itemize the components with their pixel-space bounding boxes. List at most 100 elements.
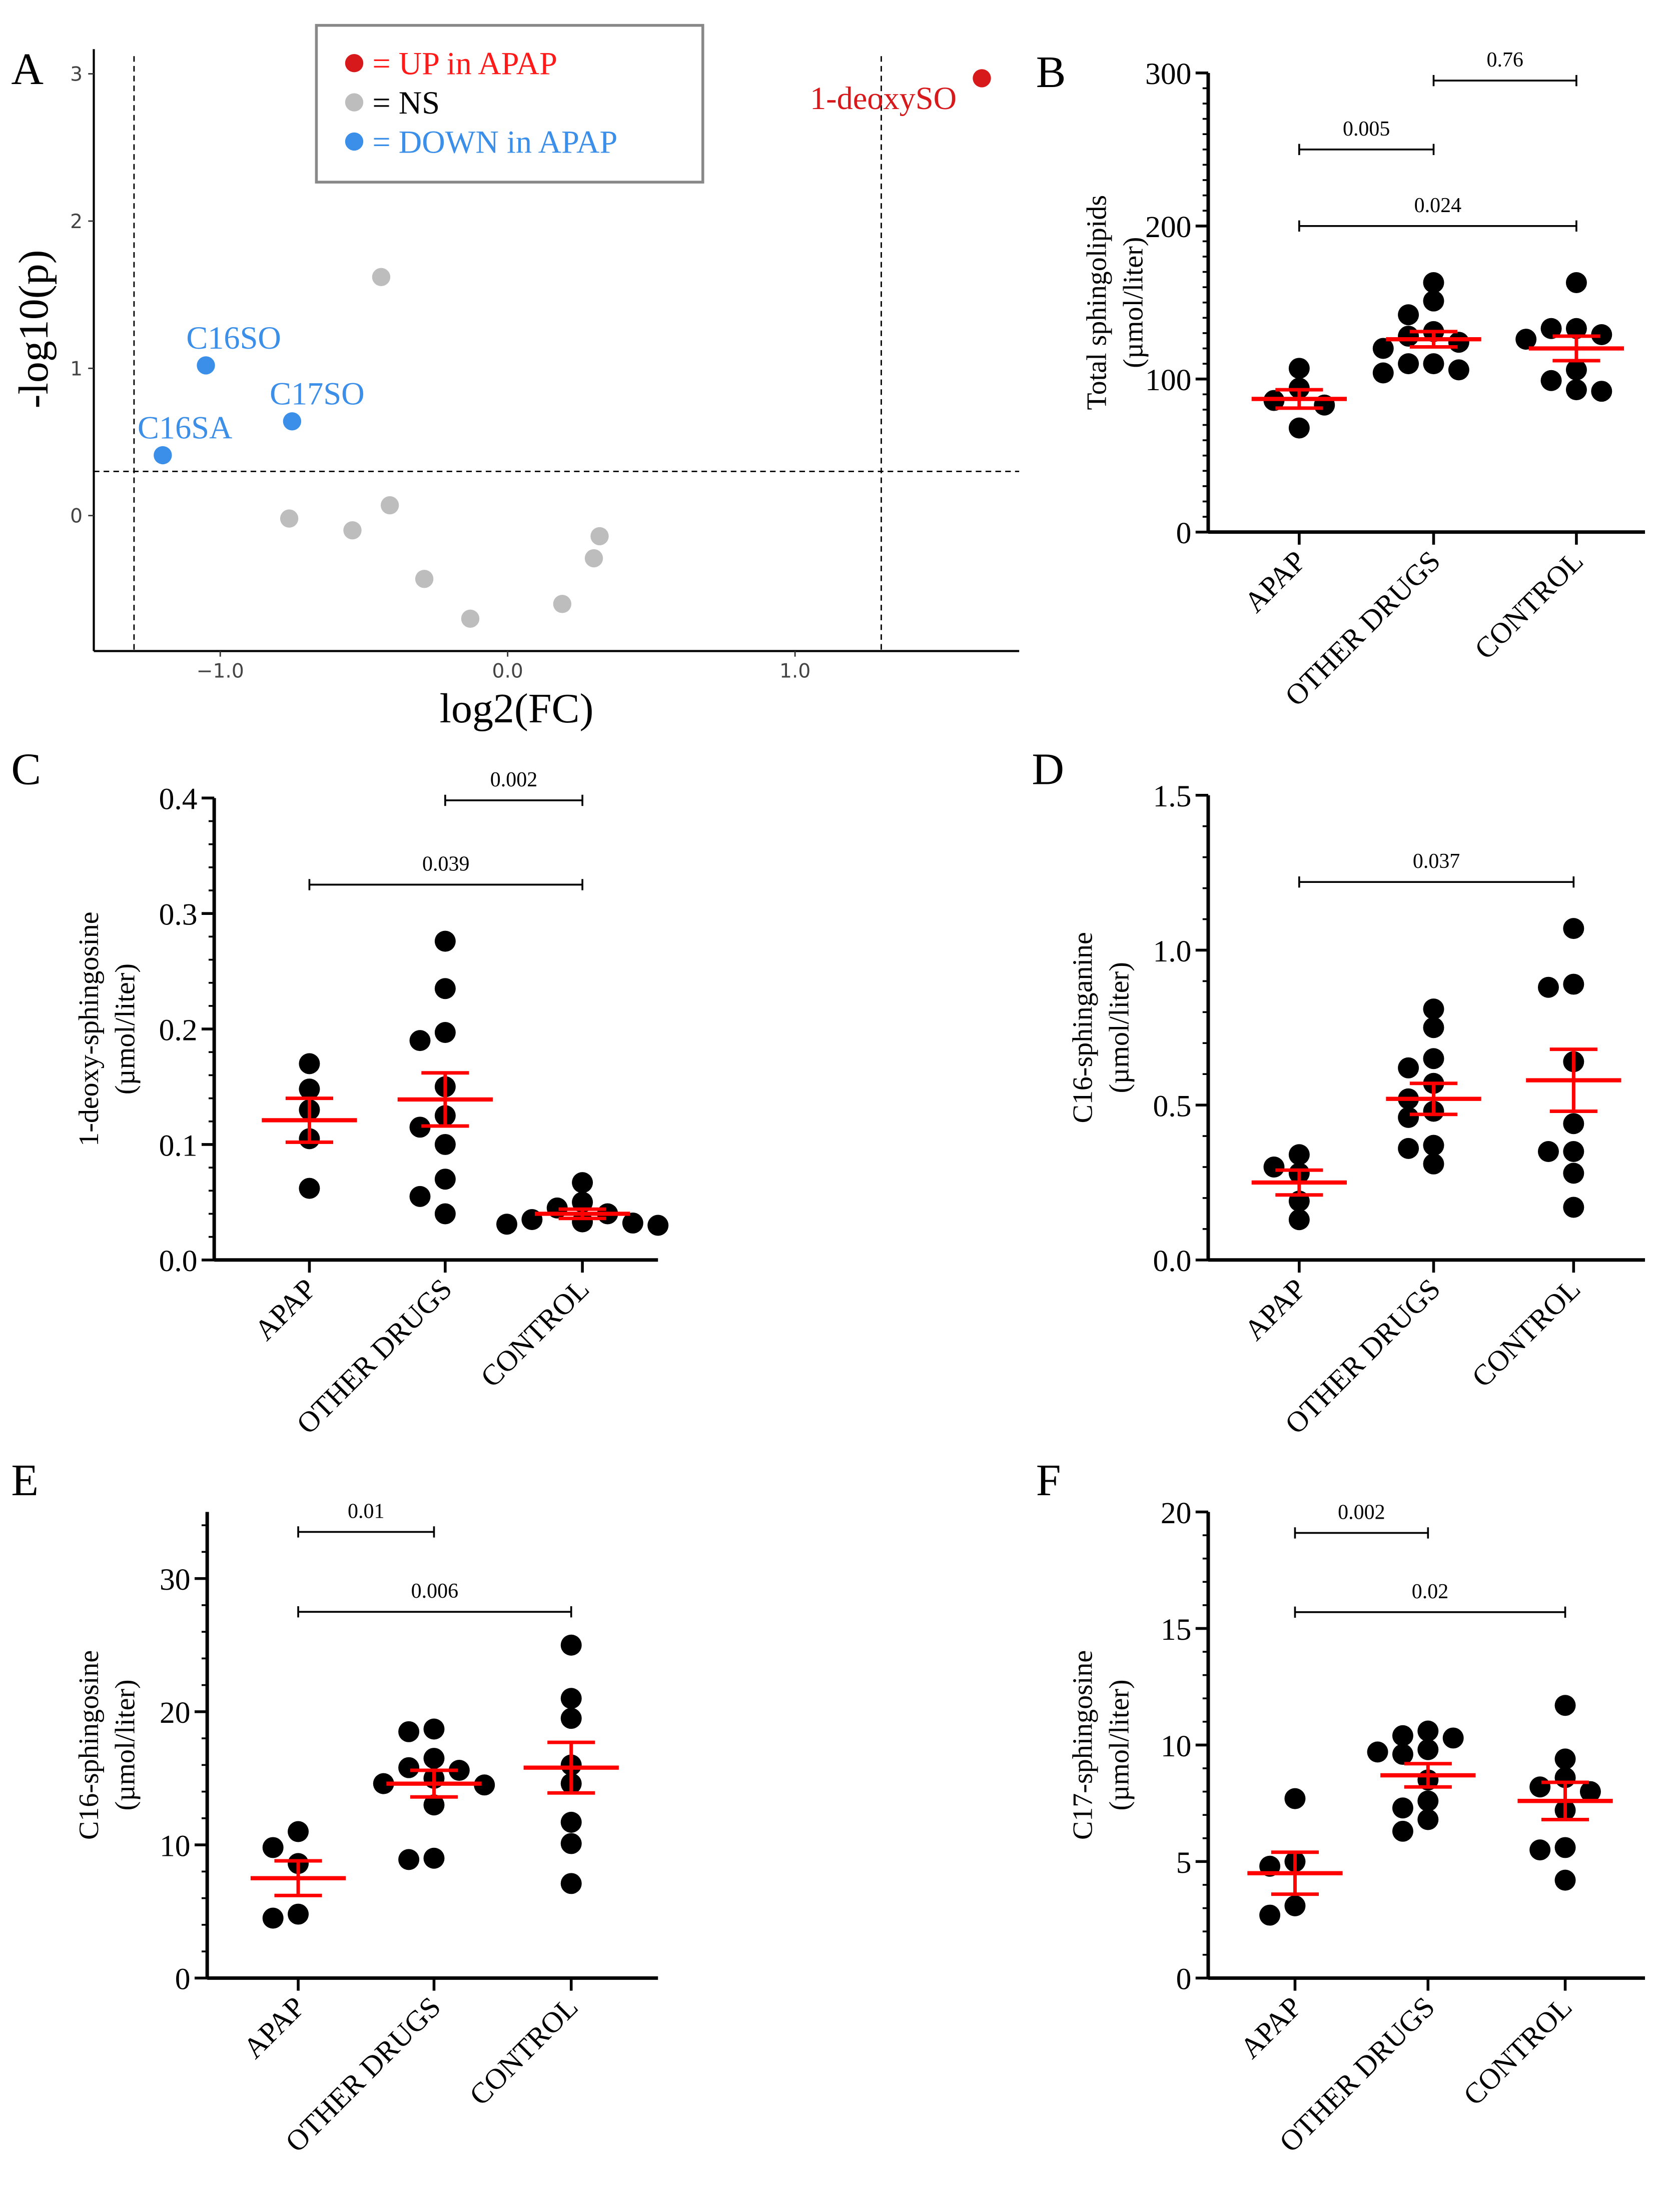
y-tick-label: 10 xyxy=(160,1829,191,1863)
y-tick-label: 20 xyxy=(1161,1496,1192,1530)
data-point xyxy=(1417,1809,1439,1830)
data-point xyxy=(1423,353,1444,375)
data-point xyxy=(262,1837,284,1858)
x-category-label: CONTROL xyxy=(1468,544,1589,665)
significance-bracket: 0.037 xyxy=(1298,850,1575,888)
panel-d-dot-plot: D 0.0 0.5 1.0 1.5 C16-sphinganine (µmol/liter)… xyxy=(1032,744,1645,1440)
y-tick-label: 0 xyxy=(70,505,83,528)
significance-bracket: 0.02 xyxy=(1294,1580,1566,1618)
data-point xyxy=(1259,1904,1281,1926)
data-point xyxy=(572,1211,593,1233)
y-tick-label: 200 xyxy=(1145,210,1191,244)
data-point xyxy=(560,1708,582,1729)
data-point xyxy=(1563,1197,1584,1218)
data-point xyxy=(1554,1748,1576,1770)
data-point xyxy=(1540,370,1562,391)
data-point xyxy=(1392,1725,1413,1746)
data-point xyxy=(496,1214,517,1235)
data-point xyxy=(1423,1048,1444,1069)
x-category-label: APAP xyxy=(237,1990,311,2064)
y-axis-unit: (µmol/liter) xyxy=(1104,962,1135,1093)
p-value-label: 0.002 xyxy=(490,768,537,791)
data-point xyxy=(1554,1837,1576,1858)
x-category-label: APAP xyxy=(1234,1990,1308,2064)
data-point xyxy=(299,1178,320,1199)
p-value-label: 0.005 xyxy=(1343,118,1390,141)
data-point xyxy=(1565,359,1587,381)
y-tick-label: 0.4 xyxy=(159,782,198,816)
legend-marker-ns xyxy=(345,93,364,112)
panel-a-volcano-plot: A −1.0 0.0 1.0 0 1 2 3 log2(FC) -log10(p) 1-deoxyS… xyxy=(11,24,1020,732)
point-label: C16SO xyxy=(186,320,281,356)
p-value-label: 0.037 xyxy=(1413,850,1460,873)
y-axis-unit: (µmol/liter) xyxy=(1104,1679,1135,1810)
data-point xyxy=(1288,1144,1310,1166)
panel-b-dot-plot: B 0 100 200 300 Total sphingolipids (µmol/lite… xyxy=(1036,48,1645,712)
data-point xyxy=(1442,1727,1464,1749)
data-point xyxy=(1448,359,1469,381)
volcano-point-ns xyxy=(280,509,299,528)
data-point xyxy=(1398,353,1419,375)
data-point xyxy=(423,1748,445,1769)
y-tick-label: 5 xyxy=(1176,1846,1192,1880)
y-axis-unit: (µmol/liter) xyxy=(110,963,141,1094)
data-point xyxy=(1423,272,1444,293)
significance-bracket: 0.039 xyxy=(308,853,583,890)
y-tick-label: 1.0 xyxy=(1153,934,1191,968)
x-tick-label: 1.0 xyxy=(779,660,810,683)
x-category-label: APAP xyxy=(1238,1273,1312,1347)
data-point xyxy=(1563,918,1584,939)
significance-bracket: 0.76 xyxy=(1432,49,1577,87)
volcano-point-up xyxy=(973,69,991,88)
p-value-label: 0.02 xyxy=(1412,1580,1448,1603)
y-tick-label: 0.0 xyxy=(159,1244,198,1278)
y-tick-label: 0.0 xyxy=(1153,1244,1191,1278)
x-tick-label: 0.0 xyxy=(492,660,523,683)
y-tick-label: 0.5 xyxy=(1153,1089,1191,1124)
x-axis-title: log2(FC) xyxy=(440,685,594,732)
data-point xyxy=(560,1833,582,1854)
volcano-point-down xyxy=(197,356,215,375)
panel-letter-c: C xyxy=(11,744,41,794)
y-tick-label: 20 xyxy=(160,1696,191,1730)
data-point xyxy=(1423,1017,1444,1038)
x-category-label: APAP xyxy=(1238,544,1312,618)
volcano-point-ns xyxy=(590,527,609,546)
data-point xyxy=(1398,1057,1419,1078)
x-tick-label: −1.0 xyxy=(197,660,244,683)
panel-letter-a: A xyxy=(11,45,44,94)
data-point xyxy=(1417,1720,1439,1742)
x-category-label: CONTROL xyxy=(474,1273,595,1394)
legend-label: = UP in APAP xyxy=(372,46,557,82)
y-axis-title: -log10(p) xyxy=(11,250,57,408)
data-point xyxy=(409,1186,431,1207)
legend-box xyxy=(315,24,704,184)
p-value-label: 0.039 xyxy=(422,853,469,876)
data-point xyxy=(474,1774,495,1796)
x-category-label: CONTROL xyxy=(1457,1990,1578,2111)
data-point xyxy=(409,1117,431,1138)
data-point xyxy=(572,1172,593,1194)
data-point xyxy=(1565,318,1587,339)
data-point xyxy=(1515,329,1537,350)
data-point xyxy=(1591,324,1612,345)
data-point xyxy=(1284,1788,1306,1809)
data-point xyxy=(1579,1781,1601,1802)
data-point xyxy=(1529,1839,1551,1861)
data-point xyxy=(560,1634,582,1656)
data-point xyxy=(560,1688,582,1709)
y-tick-label: 0 xyxy=(1176,516,1192,550)
p-value-label: 0.024 xyxy=(1414,194,1461,217)
y-tick-label: 15 xyxy=(1161,1613,1192,1647)
y-tick-label: 0 xyxy=(175,1962,191,1996)
data-point xyxy=(299,1053,320,1074)
panel-f-dot-plot: F 0 5 10 15 20 C17-sphingosine (µmol/liter) APAP… xyxy=(1036,1456,1645,2158)
data-point xyxy=(1448,332,1469,353)
data-point xyxy=(1398,1138,1419,1159)
significance-bracket: 0.01 xyxy=(297,1500,435,1538)
data-point xyxy=(299,1078,320,1100)
data-point xyxy=(1563,973,1584,995)
data-point xyxy=(1417,1790,1439,1812)
data-point xyxy=(1284,1895,1306,1916)
